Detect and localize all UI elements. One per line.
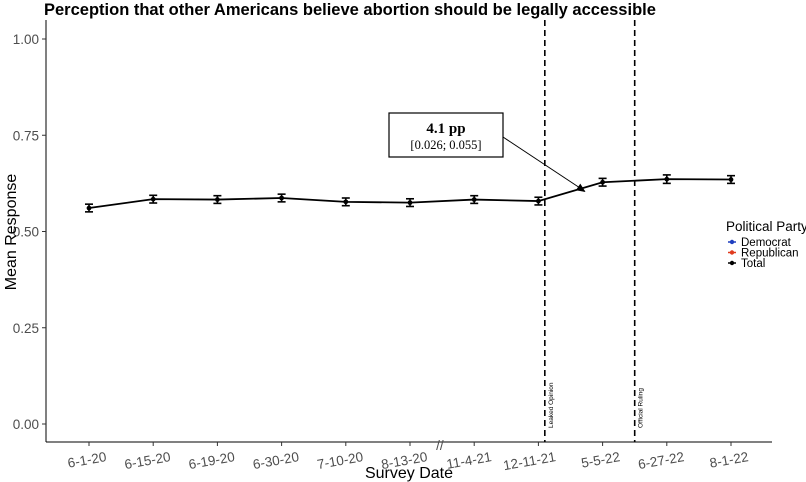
data-point (279, 195, 284, 201)
x-tick-label: 6-30-20 (252, 449, 300, 472)
legend-swatch-dot (729, 239, 735, 245)
annotation-interval: [0.026; 0.055] (410, 138, 481, 152)
x-tick-label: 8-1-22 (708, 449, 749, 471)
y-tick-label: 0.50 (13, 225, 39, 240)
x-tick-label: 6-27-22 (637, 449, 685, 472)
legend-label: Democrat (741, 237, 792, 249)
y-tick-label: 0.25 (13, 321, 39, 336)
legend-swatch-dot (729, 250, 735, 255)
legend-title: Political Party (726, 219, 806, 234)
data-point (471, 197, 477, 202)
y-tick-label: 1.00 (13, 32, 39, 47)
annotation-value: 4.1 pp (426, 121, 465, 137)
annotation-arrowhead (575, 183, 586, 192)
annotation-box (388, 112, 504, 158)
legend-label: Republican (741, 248, 799, 260)
x-tick-label: 6-15-20 (123, 449, 171, 472)
data-point (536, 198, 541, 204)
annotation-arrow (502, 136, 585, 192)
x-tick-label: 6-19-20 (187, 449, 235, 472)
y-tick-label: 0.00 (13, 417, 39, 432)
x-tick-label: 7-10-20 (316, 449, 364, 472)
data-point (600, 179, 605, 185)
x-axis-title: Survey Date (365, 465, 453, 482)
legend-swatch-dot (729, 260, 735, 266)
data-point (728, 177, 734, 182)
data-point (664, 176, 670, 182)
data-point (86, 205, 92, 211)
axes: 0.00 0.25 0.50 0.75 1.00 6-1-20 6-15-20 6-19-20… (13, 20, 772, 473)
x-tick-label: 5-5-22 (580, 449, 621, 471)
data-point (343, 199, 349, 205)
vertical-markers: Leaked Opinion Official Ruling (544, 20, 645, 442)
vertical-marker-label: Leaked Opinion (548, 382, 555, 428)
annotation: 4.1 pp[0.026; 0.055] (388, 112, 586, 192)
data-point (150, 196, 156, 202)
data-point (407, 200, 413, 206)
y-tick-label: 0.75 (13, 128, 39, 143)
axis-break-symbol: // (436, 438, 444, 453)
legend-label: Total (741, 258, 765, 270)
data-point (215, 197, 220, 202)
vertical-marker-label: Official Ruling (638, 388, 645, 428)
x-tick-label: 6-1-20 (66, 449, 107, 471)
y-axis-title: Mean Response (3, 174, 20, 291)
series-layer (85, 174, 735, 213)
x-tick-label: 12-11-21 (502, 449, 557, 473)
chart-title: Perception that other Americans believe … (44, 1, 656, 19)
